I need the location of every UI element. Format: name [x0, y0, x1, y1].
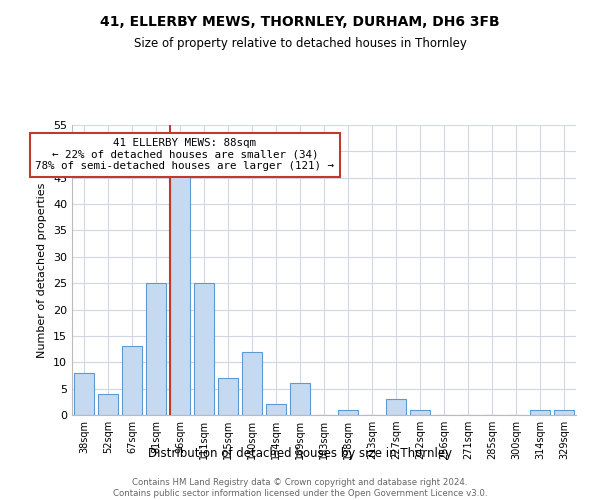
Text: 41, ELLERBY MEWS, THORNLEY, DURHAM, DH6 3FB: 41, ELLERBY MEWS, THORNLEY, DURHAM, DH6 … — [100, 15, 500, 29]
Bar — [74, 373, 94, 415]
Bar — [122, 346, 142, 415]
Bar — [554, 410, 574, 415]
Bar — [290, 384, 310, 415]
Bar — [218, 378, 238, 415]
Bar — [386, 399, 406, 415]
Bar — [98, 394, 118, 415]
Text: Contains HM Land Registry data © Crown copyright and database right 2024.
Contai: Contains HM Land Registry data © Crown c… — [113, 478, 487, 498]
Bar — [338, 410, 358, 415]
Bar — [530, 410, 550, 415]
Text: 41 ELLERBY MEWS: 88sqm
← 22% of detached houses are smaller (34)
78% of semi-det: 41 ELLERBY MEWS: 88sqm ← 22% of detached… — [35, 138, 334, 172]
Y-axis label: Number of detached properties: Number of detached properties — [37, 182, 47, 358]
Text: Distribution of detached houses by size in Thornley: Distribution of detached houses by size … — [148, 448, 452, 460]
Bar — [170, 172, 190, 415]
Text: Size of property relative to detached houses in Thornley: Size of property relative to detached ho… — [134, 38, 466, 51]
Bar — [146, 283, 166, 415]
Bar — [266, 404, 286, 415]
Bar — [194, 283, 214, 415]
Bar — [242, 352, 262, 415]
Bar — [410, 410, 430, 415]
